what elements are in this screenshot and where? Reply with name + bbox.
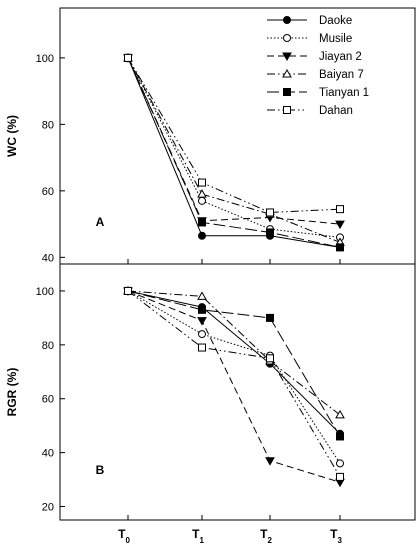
data-point-tianyan-1 [198, 305, 206, 314]
panel-B-y-axis-title: RGR (%) [5, 368, 19, 417]
data-point-daoke [198, 231, 206, 240]
data-point-dahan [198, 343, 206, 352]
data-point-dahan [124, 53, 132, 62]
data-point-musile [336, 459, 344, 468]
series-line-tianyan-1 [127, 57, 341, 248]
data-point-dahan [336, 472, 344, 481]
legend-marker-dahan [283, 106, 291, 114]
legend-marker-baiyan-7 [282, 68, 292, 78]
panel-A-frame [59, 7, 416, 265]
x-tick-label: T1 [192, 527, 204, 545]
data-point-tianyan-1 [336, 432, 344, 441]
chart-legend: Daoke Musile Jiayan 2 Baiyan 7 Tianyan 1 Daha… [267, 15, 369, 117]
series-line-dahan [127, 57, 341, 213]
data-point-musile [198, 330, 206, 339]
series-line-musile [127, 290, 341, 464]
data-point-tianyan-1 [336, 243, 344, 252]
panel-B-y-tick-label: 40 [42, 448, 54, 460]
series-line-baiyan-7 [127, 290, 341, 416]
data-point-jiayan-2 [335, 220, 345, 230]
data-point-baiyan-7 [197, 189, 207, 198]
data-point-jiayan-2 [265, 457, 275, 466]
data-point-dahan [336, 205, 344, 214]
panel-A-y-tick-label: 60 [42, 186, 54, 198]
panel-A-y-axis-title: WC (%) [5, 115, 19, 157]
chart-frames [59, 7, 416, 521]
panel-A-y-tick-label: 40 [42, 252, 54, 264]
panel-A-y-tick-label: 80 [42, 119, 54, 131]
legend-marker-daoke [283, 16, 291, 24]
legend-label-musile: Musile [319, 33, 352, 45]
data-point-baiyan-7 [335, 409, 345, 419]
chart-series [123, 52, 345, 488]
data-point-tianyan-1 [266, 228, 274, 237]
panel-A-y-tick-label: 100 [36, 53, 54, 65]
data-point-tianyan-1 [266, 313, 274, 322]
data-point-musile [198, 196, 206, 205]
panel-B-y-tick-label: 80 [42, 340, 54, 352]
legend-label-tianyan-1: Tianyan 1 [319, 87, 369, 99]
data-point-dahan [266, 354, 274, 363]
data-point-tianyan-1 [198, 218, 206, 227]
data-point-dahan [266, 208, 274, 217]
data-point-dahan [124, 286, 132, 295]
series-line-tianyan-1 [127, 290, 341, 437]
legend-label-daoke: Daoke [319, 15, 352, 27]
series-line-jiayan-2 [127, 57, 341, 225]
series-line-dahan [127, 290, 341, 478]
panel-B-y-tick-label: 60 [42, 394, 54, 406]
legend-marker-tianyan-1 [283, 88, 291, 96]
series-line-musile [127, 57, 341, 238]
legend-marker-musile [283, 34, 291, 42]
panel-B-y-tick-label: 100 [36, 286, 54, 298]
data-point-dahan [198, 178, 206, 187]
legend-label-dahan: Dahan [319, 105, 353, 117]
x-tick-label: T2 [260, 527, 272, 545]
series-line-jiayan-2 [127, 290, 341, 483]
chart-axes: 40 60 80 100 WC (%) A 20 40 60 80 100 T0 T1 T2 T3 RGR (… [5, 53, 342, 545]
legend-label-baiyan-7: Baiyan 7 [319, 69, 364, 81]
data-point-baiyan-7 [197, 291, 207, 300]
panel-B-frame [59, 263, 416, 521]
series-line-baiyan-7 [127, 57, 341, 243]
legend-marker-jiayan-2 [282, 52, 292, 62]
series-line-daoke [127, 57, 341, 248]
data-point-jiayan-2 [197, 317, 207, 326]
x-tick-label: T3 [330, 527, 342, 545]
panel-letter: A [96, 215, 105, 229]
panel-letter: B [96, 463, 105, 477]
panel-B-y-tick-label: 20 [42, 502, 54, 514]
x-tick-label: T0 [118, 527, 130, 545]
legend-label-jiayan-2: Jiayan 2 [319, 51, 362, 63]
series-line-daoke [127, 290, 341, 435]
